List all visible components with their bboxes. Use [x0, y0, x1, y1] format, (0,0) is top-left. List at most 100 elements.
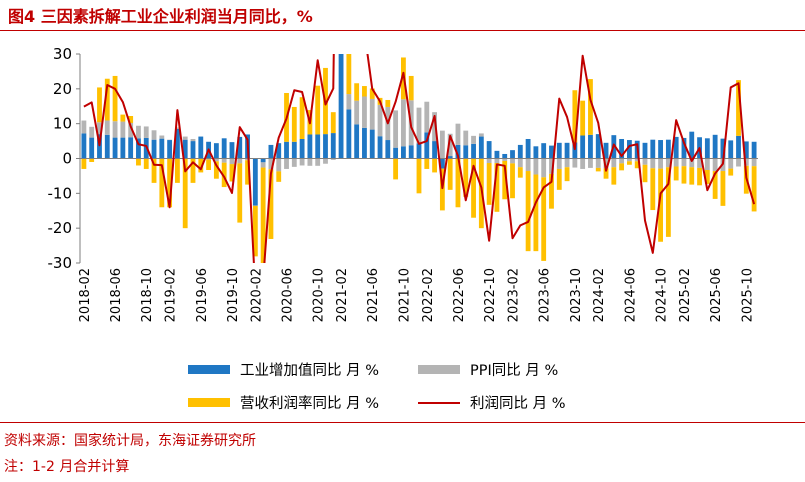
bar-ppi-2020-10: [315, 158, 321, 166]
bar-margin-2020-04: [268, 169, 274, 239]
bar-industrial-2018-05: [104, 134, 110, 159]
bar-industrial-2018-08: [128, 137, 134, 159]
bar-margin-2024-02: [595, 167, 601, 172]
bar-industrial-2024-05: [619, 138, 625, 159]
bar-margin-2019-09: [221, 162, 227, 188]
bar-ppi-2019-10: [229, 158, 235, 165]
x-tick-label: 2022-02: [421, 268, 436, 322]
bar-industrial-2022-05: [447, 156, 453, 159]
bar-margin-2019-07: [206, 159, 211, 170]
bar-industrial-2021-06: [369, 129, 375, 159]
x-tick-label: 2023-06: [538, 268, 553, 322]
bar-industrial-2022-04: [439, 158, 445, 169]
bar-ppi-2024-10: [658, 158, 663, 169]
bar-ppi-2025-10: [743, 158, 749, 166]
bar-ppi-2025-11: [751, 158, 757, 167]
bar-industrial-2020-10: [315, 134, 321, 159]
axis-layer: 30 20 10 0 -10 -20 -30 2018-02 2018-06 2018-10 201…: [48, 45, 758, 322]
bar-ppi-2019-07: [206, 158, 211, 160]
x-tick-label: 2019-02: [164, 268, 179, 322]
bar-ppi-2022-04: [439, 130, 445, 159]
bar-industrial-2024-03: [603, 142, 609, 159]
bar-industrial-2020-07: [291, 141, 297, 159]
bar-industrial-2023-09: [564, 142, 570, 159]
legend-label-profit: 利润同比 月 %: [470, 396, 566, 412]
bar-industrial-2020-03: [260, 158, 266, 163]
x-tick-label: 2020-02: [249, 268, 264, 322]
bar-margin-2023-06: [541, 177, 547, 261]
x-tick-label: 2021-10: [397, 268, 412, 322]
bar-industrial-2024-10: [658, 140, 663, 159]
bar-margin-2024-05: [619, 163, 625, 171]
bar-margin-2023-07: [549, 173, 554, 209]
bar-margin-2023-10: [572, 90, 578, 143]
bar-industrial-2022-11: [494, 150, 500, 159]
bar-industrial-2018-11: [151, 139, 157, 159]
x-tick-label: 2025-02: [678, 268, 693, 322]
bar-industrial-2020-02: [252, 158, 258, 206]
bar-industrial-2022-02: [424, 132, 430, 159]
bar-industrial-2019-05: [190, 141, 196, 159]
bar-ppi-2025-04: [697, 158, 702, 168]
bar-industrial-2019-09: [221, 138, 227, 159]
bar-margin-2019-10: [229, 164, 235, 182]
bar-ppi-2018-11: [151, 130, 157, 140]
bar-margin-2023-11: [580, 100, 586, 136]
bar-ppi-2024-06: [627, 158, 632, 162]
bar-margin-2018-11: [151, 158, 157, 183]
bar-ppi-2019-03: [175, 127, 180, 129]
bar-ppi-2022-05: [447, 133, 453, 157]
bar-ppi-2023-04: [525, 158, 531, 172]
bar-margin-2024-07: [634, 161, 640, 169]
bar-ppi-2024-02: [595, 158, 601, 168]
bar-ppi-2019-11: [237, 158, 243, 164]
bar-margin-2023-12: [588, 79, 593, 135]
bar-ppi-2021-05: [362, 96, 367, 128]
bar-ppi-2023-05: [533, 158, 539, 175]
bar-industrial-2023-05: [533, 146, 539, 159]
bar-ppi-2020-03: [260, 162, 266, 168]
bar-ppi-2023-11: [580, 158, 586, 169]
bar-margin-2018-02: [81, 158, 87, 169]
bar-industrial-2025-10: [743, 141, 749, 159]
bar-ppi-2025-03: [689, 158, 695, 168]
y-tick-label: 0: [62, 150, 72, 168]
bar-margin-2021-03: [346, 54, 352, 95]
bar-margin-2019-06: [198, 158, 204, 173]
bar-industrial-2022-06: [455, 144, 461, 159]
bar-industrial-2021-09: [393, 147, 399, 159]
legend-label-margin: 营收利润率同比 月 %: [240, 396, 379, 412]
bar-industrial-2024-11: [665, 139, 671, 159]
bar-ppi-2020-05: [276, 158, 282, 172]
bar-margin-2018-10: [143, 158, 149, 169]
bar-industrial-2025-08: [728, 140, 734, 159]
bar-industrial-2025-07: [720, 138, 726, 159]
bar-ppi-2023-07: [549, 158, 554, 174]
bar-ppi-2024-08: [642, 158, 648, 165]
bar-ppi-2022-12: [502, 158, 508, 161]
bar-industrial-2021-12: [416, 143, 422, 159]
bar-ppi-2021-06: [369, 98, 375, 130]
bar-ppi-2025-09: [736, 158, 741, 167]
x-tick-label: 2018-06: [109, 268, 124, 322]
bar-ppi-2025-05: [704, 158, 710, 170]
bar-margin-2022-07: [463, 158, 469, 197]
legend-profit: 利润同比 月 %: [418, 392, 566, 413]
bar-margin-2021-08: [385, 99, 391, 107]
bar-margin-2022-12: [502, 160, 508, 200]
bar-ppi-2023-03: [517, 158, 523, 168]
x-tick-label: 2021-06: [366, 268, 381, 322]
bar-margin-2021-06: [369, 88, 375, 99]
legend-industrial: 工业增加值同比 月 %: [188, 359, 379, 380]
bar-ppi-2021-12: [416, 107, 422, 144]
legend-label-industrial: 工业增加值同比 月 %: [240, 363, 379, 379]
bar-ppi-2020-08: [299, 158, 305, 166]
bar-margin-2018-08: [128, 116, 134, 123]
bar-margin-2022-06: [455, 158, 461, 208]
legend-swatch-industrial: [188, 365, 230, 374]
bar-margin-2023-09: [564, 167, 570, 182]
bar-margin-2024-10: [658, 168, 663, 242]
footnote: 注：1-2 月合并计算: [4, 459, 130, 475]
x-tick-label: 2025-10: [740, 268, 755, 322]
bar-ppi-2023-12: [588, 158, 593, 168]
